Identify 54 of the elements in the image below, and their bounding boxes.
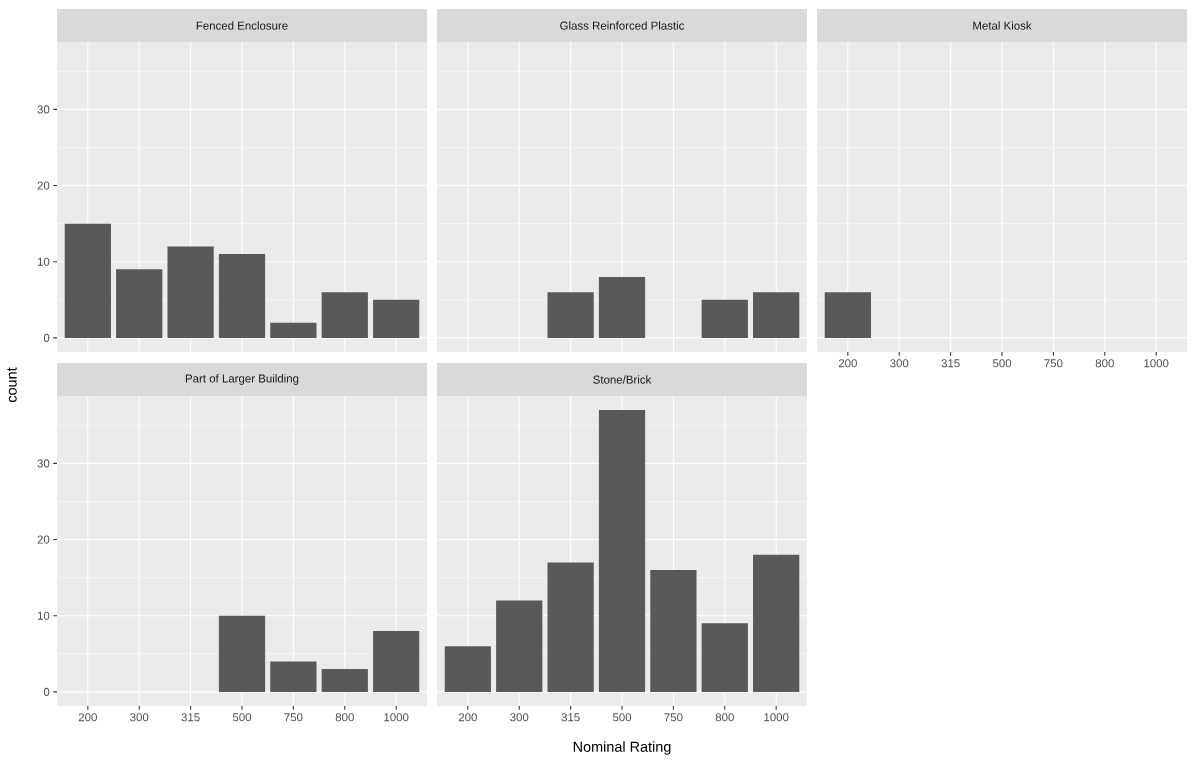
bar — [701, 623, 748, 692]
chart-title: Fenced Enclosure — [196, 21, 288, 30]
x-tick-label: 500 — [612, 713, 632, 722]
x-tick-label: 1000 — [764, 713, 789, 722]
chart-title: Glass Reinforced Plastic — [560, 21, 685, 30]
bar — [650, 570, 697, 692]
bar — [64, 223, 111, 338]
y-tick-label: 0 — [43, 333, 50, 342]
bar — [598, 410, 646, 692]
bar — [496, 600, 543, 692]
x-tick-label: 750 — [664, 713, 683, 722]
x-tick-label: 300 — [130, 713, 149, 722]
bar — [167, 246, 214, 338]
y-tick-label: 0 — [43, 687, 50, 696]
x-tick-label: 1000 — [384, 713, 409, 722]
y-tick-label: 10 — [37, 257, 50, 266]
y-tick-label: 20 — [37, 535, 50, 544]
bar — [444, 646, 491, 692]
x-tick-label: 1000 — [1144, 359, 1169, 368]
chart-title: Stone/Brick — [593, 375, 652, 384]
bar — [270, 322, 317, 338]
bar — [116, 269, 163, 338]
x-tick-label: 800 — [1095, 359, 1114, 368]
bar — [218, 254, 266, 338]
x-tick-label: 300 — [510, 713, 529, 722]
y-tick-label: 10 — [37, 611, 50, 620]
x-axis-title: Nominal Rating — [573, 741, 671, 755]
bar — [547, 562, 594, 692]
bar — [321, 292, 368, 338]
x-tick-label: 500 — [232, 713, 252, 722]
x-tick-label: 750 — [284, 713, 303, 722]
x-tick-label: 800 — [335, 713, 354, 722]
bar — [270, 661, 317, 692]
x-tick-label: 315 — [181, 713, 200, 722]
x-tick-label: 300 — [890, 359, 909, 368]
x-tick-label: 500 — [992, 359, 1012, 368]
y-axis-title: count — [7, 367, 17, 403]
y-tick-label: 20 — [37, 181, 50, 190]
x-tick-label: 800 — [715, 713, 734, 722]
x-tick-label: 315 — [941, 359, 960, 368]
y-tick-label: 30 — [37, 105, 50, 114]
bar — [373, 299, 420, 338]
bar — [218, 615, 266, 692]
chart-title: Metal Kiosk — [973, 21, 1032, 30]
bar — [321, 669, 368, 692]
x-tick-label: 200 — [838, 359, 857, 368]
chart-title: Part of Larger Building — [185, 374, 299, 385]
x-tick-label: 200 — [78, 713, 97, 722]
x-tick-label: 200 — [458, 713, 477, 722]
bar — [373, 630, 420, 692]
bar — [753, 554, 800, 692]
x-tick-label: 750 — [1044, 359, 1063, 368]
x-tick-label: 315 — [561, 713, 580, 722]
y-tick-label: 30 — [37, 459, 50, 468]
